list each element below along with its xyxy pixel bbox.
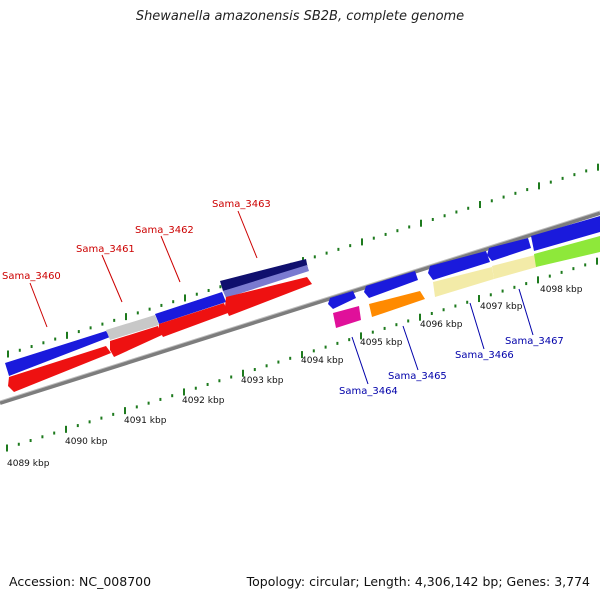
gene-feature-red: [225, 277, 312, 316]
label-line-sama-3466: [469, 302, 485, 350]
gene-feature-magenta: [333, 306, 361, 328]
gene-feature-lightyellow: [433, 267, 494, 297]
gene-label-sama-3461: Sama_3461: [76, 244, 135, 255]
gene-feature-blue: [328, 291, 356, 309]
scale-label-4089: 4089 kbp: [7, 459, 50, 469]
gene-feature-blue: [155, 292, 226, 324]
gene-feature-blue: [5, 331, 110, 376]
gene-label-sama-3463: Sama_3463: [212, 199, 271, 210]
topology-summary-text: Topology: circular; Length: 4,306,142 bp…: [246, 574, 590, 589]
scale-label-4096: 4096 kbp: [420, 320, 463, 330]
gene-label-sama-3467: Sama_3467: [505, 336, 564, 347]
gene-label-sama-3464: Sama_3464: [339, 386, 398, 397]
scale-label-4091: 4091 kbp: [124, 416, 167, 426]
label-line-sama-3460: [29, 282, 48, 328]
gene-label-lines: [29, 210, 534, 385]
gene-feature-lime: [534, 236, 600, 267]
label-line-sama-3465: [402, 325, 419, 371]
label-line-sama-3462: [160, 235, 181, 283]
scale-label-4093: 4093 kbp: [241, 376, 284, 386]
feature-track-upper: [5, 259, 312, 392]
scale-label-4094: 4094 kbp: [301, 356, 344, 366]
label-line-sama-3461: [101, 254, 123, 303]
gene-feature-blue: [364, 271, 418, 298]
gene-feature-orange: [369, 291, 425, 317]
gene-label-sama-3466: Sama_3466: [455, 350, 514, 361]
scale-label-4092: 4092 kbp: [182, 396, 225, 406]
gene-label-sama-3460: Sama_3460: [2, 271, 61, 282]
scale-label-4095: 4095 kbp: [360, 338, 403, 348]
gene-feature-lightyellow: [492, 255, 537, 279]
genome-backbone: [0, 211, 600, 405]
gene-feature-blue: [428, 251, 490, 280]
label-line-sama-3464: [351, 336, 369, 385]
scale-label-4098: 4098 kbp: [540, 285, 583, 295]
feature-track-lower: [328, 216, 600, 328]
map-title: Shewanella amazonensis SB2B, complete ge…: [135, 9, 465, 24]
gene-feature-red: [110, 326, 162, 357]
tick-row-lower: [6, 257, 598, 452]
gene-feature-gray: [106, 315, 159, 340]
accession-text: Accession: NC_008700: [9, 574, 152, 589]
scale-label-4097: 4097 kbp: [480, 302, 523, 312]
genome-backbone-highlight: [0, 210, 600, 402]
gene-feature-blue: [531, 216, 600, 251]
gene-feature-red: [159, 303, 228, 337]
gene-feature-navy: [220, 259, 308, 291]
gene-label-sama-3462: Sama_3462: [135, 225, 194, 236]
gene-label-sama-3465: Sama_3465: [388, 371, 447, 382]
label-line-sama-3467: [518, 288, 534, 336]
scale-label-4090: 4090 kbp: [65, 437, 108, 447]
gene-feature-blue: [487, 238, 531, 261]
gene-feature-red: [8, 346, 111, 392]
gene-feature-lavender: [223, 265, 309, 298]
label-line-sama-3463: [237, 210, 258, 259]
